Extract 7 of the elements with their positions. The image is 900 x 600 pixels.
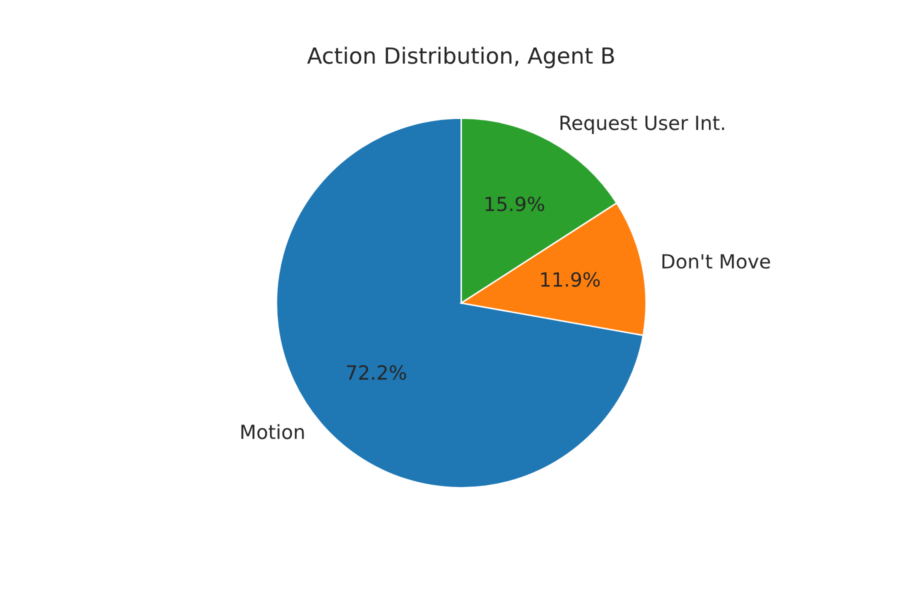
slice-label: Motion bbox=[241, 424, 304, 440]
data-label: 15.9% bbox=[486, 196, 544, 212]
chart-title: Action Distribution, Agent B bbox=[307, 46, 614, 68]
data-label: 72.2% bbox=[346, 365, 406, 380]
slice-label: Don't Move bbox=[662, 254, 770, 269]
data-label: 11.9% bbox=[541, 272, 600, 287]
slice-label: Request User Int. bbox=[560, 116, 724, 134]
